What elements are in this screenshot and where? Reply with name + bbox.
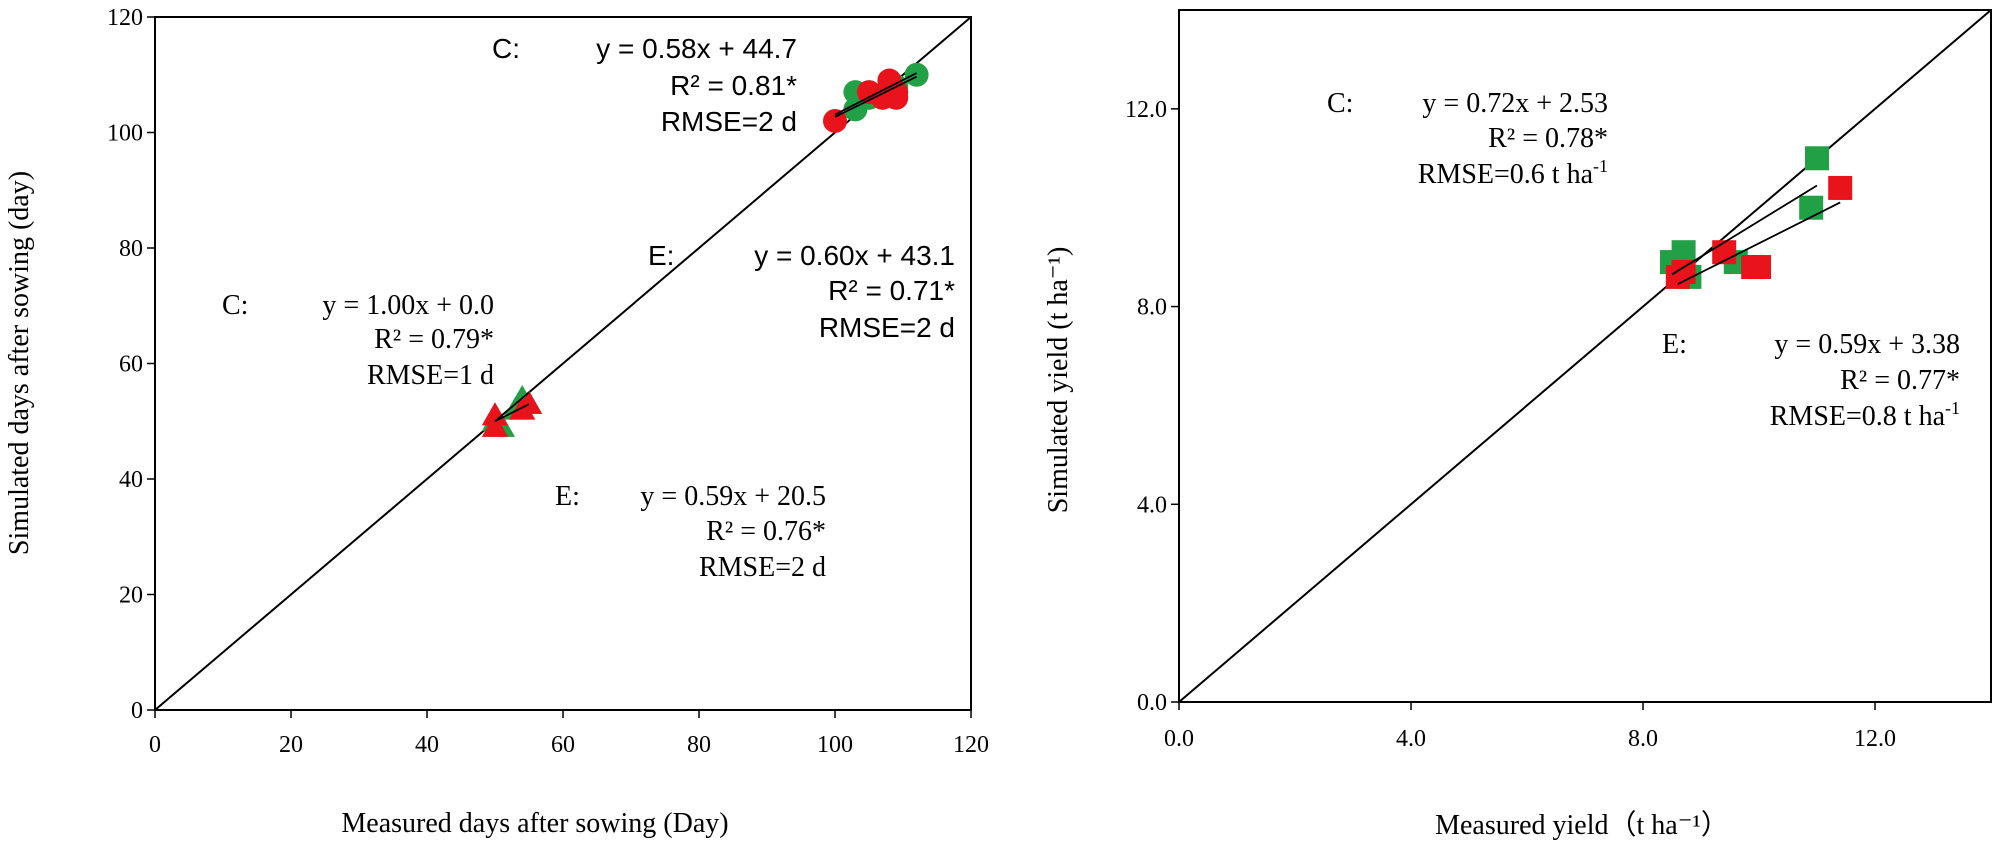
- annotation-rmse-base: RMSE=0.8 t ha: [1770, 401, 1946, 432]
- annotation-label: C:: [222, 290, 248, 321]
- y-tick-label: 80: [119, 236, 143, 262]
- right-axis-tick-labels: 0.0 4.0 8.0 12.0 0.0 4.0 8.0 12.0: [1125, 97, 1896, 752]
- x-tick-label: 80: [687, 732, 711, 758]
- y-tick-label: 40: [119, 467, 143, 493]
- annotation-rmse: RMSE=2 d: [661, 106, 797, 137]
- x-tick-label: 8.0: [1628, 726, 1658, 752]
- annotation-equation: y = 0.59x + 20.5: [640, 481, 826, 512]
- left-axis-tick-labels: 0 20 40 60 80 100 120 0 20 40 60 80 100 120: [107, 5, 989, 758]
- identity-line: [1178, 9, 1992, 703]
- x-tick-label: 100: [817, 732, 853, 758]
- y-tick-label: 100: [107, 121, 143, 147]
- annotation-c-circles: C: y = 0.58x + 44.7 R² = 0.81* RMSE=2 d: [492, 33, 797, 137]
- square-point: [1747, 255, 1771, 280]
- circle-point: [904, 62, 929, 87]
- annotation-equation: y = 1.00x + 0.0: [322, 290, 494, 321]
- annotation-rmse: RMSE=1 d: [367, 360, 494, 391]
- left-chart: 0 20 40 60 80 100 120 0 20 40 60 80 100 120 Measured …: [4, 5, 989, 839]
- x-tick-label: 0: [149, 732, 161, 758]
- y-tick-label: 0.0: [1137, 690, 1167, 716]
- left-y-axis-label: Simulated days after sowing (day): [4, 171, 35, 555]
- annotation-rmse-exponent: -1: [1593, 156, 1608, 176]
- annotation-e-triangles: E: y = 0.59x + 20.5 R² = 0.76* RMSE=2 d: [555, 481, 826, 583]
- circle-point: [884, 85, 909, 110]
- annotation-label: E:: [1662, 329, 1687, 360]
- y-tick-label: 60: [119, 352, 143, 378]
- y-tick-label: 20: [119, 583, 143, 609]
- regression-line: [494, 391, 530, 422]
- right-chart: 0.0 4.0 8.0 12.0 0.0 4.0 8.0 12.0 Measured yiel…: [1043, 9, 1992, 841]
- annotation-e-circles: E: y = 0.60x + 43.1 R² = 0.71* RMSE=2 d: [648, 240, 955, 343]
- y-tick-label: 8.0: [1137, 295, 1167, 321]
- annotation-rmse: RMSE=0.6 t ha-1: [1418, 156, 1608, 190]
- left-lines: [154, 16, 972, 711]
- regression-line: [494, 403, 530, 423]
- y-tick-label: 4.0: [1137, 492, 1167, 518]
- annotation-r2: R² = 0.78*: [1488, 123, 1608, 154]
- right-plot-frame: [1178, 9, 1992, 703]
- annotation-rmse: RMSE=0.8 t ha-1: [1770, 398, 1960, 432]
- x-tick-label: 20: [279, 732, 303, 758]
- right-axis-ticks: [1171, 108, 1876, 710]
- regression-line: [834, 75, 917, 118]
- x-tick-label: 40: [415, 732, 439, 758]
- annotation-rmse: RMSE=2 d: [819, 312, 955, 343]
- right-data-points: [1660, 146, 1853, 289]
- annotation-r2: R² = 0.81*: [670, 70, 797, 101]
- x-tick-label: 0.0: [1164, 726, 1194, 752]
- right-y-axis-label: Simulated yield (t ha⁻¹): [1043, 247, 1074, 514]
- annotation-c-triangles: C: y = 1.00x + 0.0 R² = 0.79* RMSE=1 d: [222, 290, 494, 391]
- annotation-rmse-exponent: -1: [1945, 398, 1960, 418]
- annotation-equation: y = 0.72x + 2.53: [1422, 88, 1608, 119]
- square-point: [1828, 175, 1853, 200]
- square-point: [1799, 195, 1824, 220]
- annotation-equation: y = 0.59x + 3.38: [1774, 329, 1960, 360]
- regression-line: [834, 72, 918, 116]
- annotation-equation: y = 0.58x + 44.7: [596, 33, 797, 64]
- y-tick-label: 0: [131, 698, 143, 724]
- annotation-r2: R² = 0.77*: [1840, 365, 1960, 396]
- y-tick-label: 12.0: [1125, 97, 1167, 123]
- left-axis-ticks: [147, 16, 972, 718]
- annotation-e-yield: E: y = 0.59x + 3.38 R² = 0.77* RMSE=0.8 …: [1662, 329, 1960, 432]
- annotation-c-yield: C: y = 0.72x + 2.53 R² = 0.78* RMSE=0.6 …: [1327, 88, 1608, 190]
- annotation-rmse: RMSE=2 d: [699, 552, 826, 583]
- x-tick-label: 120: [953, 732, 989, 758]
- annotation-label: C:: [1327, 88, 1353, 119]
- x-tick-label: 12.0: [1854, 726, 1896, 752]
- square-point: [1805, 146, 1829, 171]
- triangle-point: [481, 413, 509, 437]
- identity-line: [154, 16, 972, 711]
- annotation-label: E:: [555, 481, 580, 512]
- regression-line: [1677, 201, 1841, 285]
- left-x-axis-label: Measured days after sowing (Day): [341, 808, 728, 839]
- annotation-equation: y = 0.60x + 43.1: [754, 240, 955, 271]
- y-tick-label: 120: [107, 5, 143, 31]
- left-data-points: [481, 62, 929, 437]
- annotation-r2: R² = 0.71*: [828, 275, 955, 306]
- x-tick-label: 60: [551, 732, 575, 758]
- regression-line: [1671, 184, 1818, 276]
- annotation-label: C:: [492, 33, 520, 64]
- annotation-r2: R² = 0.79*: [374, 324, 494, 355]
- right-x-axis-label: Measured yield（t ha⁻¹）: [1435, 809, 1729, 841]
- annotation-label: E:: [648, 240, 674, 271]
- x-tick-label: 4.0: [1396, 726, 1426, 752]
- annotation-r2: R² = 0.76*: [706, 516, 826, 547]
- right-lines: [1178, 9, 1992, 703]
- annotation-rmse-base: RMSE=0.6 t ha: [1418, 159, 1594, 190]
